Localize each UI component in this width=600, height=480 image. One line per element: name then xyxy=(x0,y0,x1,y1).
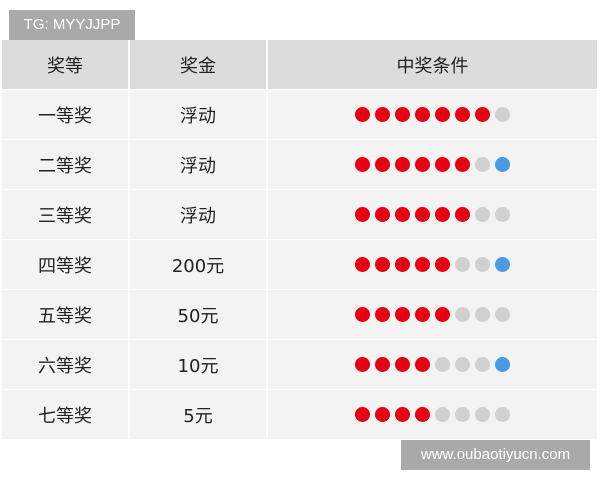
win-condition xyxy=(268,90,597,139)
red-ball-icon xyxy=(375,357,390,372)
red-ball-icon xyxy=(435,207,450,222)
win-condition xyxy=(268,290,597,339)
blue-ball-icon xyxy=(495,157,510,172)
gray-ball-icon xyxy=(495,107,510,122)
prize-level: 七等奖 xyxy=(2,390,130,439)
prize-level: 四等奖 xyxy=(2,240,130,289)
red-ball-icon xyxy=(395,307,410,322)
blue-ball-icon xyxy=(495,357,510,372)
red-ball-icon xyxy=(415,357,430,372)
prize-level: 二等奖 xyxy=(2,140,130,189)
ball-dots xyxy=(355,107,510,122)
prize-amount: 浮动 xyxy=(130,140,268,189)
gray-ball-icon xyxy=(495,407,510,422)
red-ball-icon xyxy=(355,207,370,222)
red-ball-icon xyxy=(415,157,430,172)
prize-level: 五等奖 xyxy=(2,290,130,339)
red-ball-icon xyxy=(395,407,410,422)
red-ball-icon xyxy=(395,207,410,222)
red-ball-icon xyxy=(415,107,430,122)
prize-table: 奖等 奖金 中奖条件 一等奖 浮动 二等奖 浮动 三等奖 浮动 四等奖 200元 五等奖 50元六… xyxy=(2,40,597,440)
red-ball-icon xyxy=(475,107,490,122)
red-ball-icon xyxy=(355,257,370,272)
gray-ball-icon xyxy=(475,357,490,372)
table-row: 五等奖 50元 xyxy=(2,290,597,340)
red-ball-icon xyxy=(355,307,370,322)
prize-level: 三等奖 xyxy=(2,190,130,239)
ball-dots xyxy=(355,307,510,322)
gray-ball-icon xyxy=(435,357,450,372)
red-ball-icon xyxy=(435,257,450,272)
gray-ball-icon xyxy=(455,307,470,322)
red-ball-icon xyxy=(435,307,450,322)
table-row: 一等奖 浮动 xyxy=(2,90,597,140)
gray-ball-icon xyxy=(455,257,470,272)
red-ball-icon xyxy=(395,257,410,272)
table-row: 三等奖 浮动 xyxy=(2,190,597,240)
ball-dots xyxy=(355,357,510,372)
red-ball-icon xyxy=(375,257,390,272)
red-ball-icon xyxy=(375,157,390,172)
gray-ball-icon xyxy=(455,407,470,422)
red-ball-icon xyxy=(355,407,370,422)
ball-dots xyxy=(355,207,510,222)
gray-ball-icon xyxy=(435,407,450,422)
red-ball-icon xyxy=(375,407,390,422)
red-ball-icon xyxy=(455,207,470,222)
prize-amount: 5元 xyxy=(130,390,268,439)
red-ball-icon xyxy=(455,107,470,122)
gray-ball-icon xyxy=(495,207,510,222)
red-ball-icon xyxy=(355,157,370,172)
header-condition: 中奖条件 xyxy=(268,40,597,89)
gray-ball-icon xyxy=(475,307,490,322)
prize-level: 一等奖 xyxy=(2,90,130,139)
gray-ball-icon xyxy=(475,257,490,272)
red-ball-icon xyxy=(415,207,430,222)
blue-ball-icon xyxy=(495,257,510,272)
ball-dots xyxy=(355,257,510,272)
prize-amount: 50元 xyxy=(130,290,268,339)
gray-ball-icon xyxy=(475,407,490,422)
prize-amount: 浮动 xyxy=(130,90,268,139)
red-ball-icon xyxy=(375,207,390,222)
table-row: 六等奖 10元 xyxy=(2,340,597,390)
win-condition xyxy=(268,390,597,439)
gray-ball-icon xyxy=(455,357,470,372)
red-ball-icon xyxy=(435,107,450,122)
red-ball-icon xyxy=(415,407,430,422)
prize-amount: 10元 xyxy=(130,340,268,389)
prize-level: 六等奖 xyxy=(2,340,130,389)
red-ball-icon xyxy=(355,357,370,372)
prize-amount: 200元 xyxy=(130,240,268,289)
red-ball-icon xyxy=(395,107,410,122)
ball-dots xyxy=(355,157,510,172)
red-ball-icon xyxy=(415,307,430,322)
win-condition xyxy=(268,190,597,239)
table-row: 七等奖 5元 xyxy=(2,390,597,440)
header-prize: 奖金 xyxy=(130,40,268,89)
red-ball-icon xyxy=(395,157,410,172)
header-level: 奖等 xyxy=(2,40,130,89)
win-condition xyxy=(268,140,597,189)
gray-ball-icon xyxy=(475,157,490,172)
red-ball-icon xyxy=(375,307,390,322)
win-condition xyxy=(268,340,597,389)
watermark-top: TG: MYYJJPP xyxy=(9,10,135,40)
red-ball-icon xyxy=(395,357,410,372)
table-row: 四等奖 200元 xyxy=(2,240,597,290)
ball-dots xyxy=(355,407,510,422)
red-ball-icon xyxy=(435,157,450,172)
gray-ball-icon xyxy=(475,207,490,222)
watermark-bottom: www.oubaotiyucn.com xyxy=(401,440,590,470)
win-condition xyxy=(268,240,597,289)
red-ball-icon xyxy=(375,107,390,122)
red-ball-icon xyxy=(355,107,370,122)
prize-amount: 浮动 xyxy=(130,190,268,239)
gray-ball-icon xyxy=(495,307,510,322)
table-header: 奖等 奖金 中奖条件 xyxy=(2,40,597,90)
red-ball-icon xyxy=(455,157,470,172)
table-row: 二等奖 浮动 xyxy=(2,140,597,190)
red-ball-icon xyxy=(415,257,430,272)
